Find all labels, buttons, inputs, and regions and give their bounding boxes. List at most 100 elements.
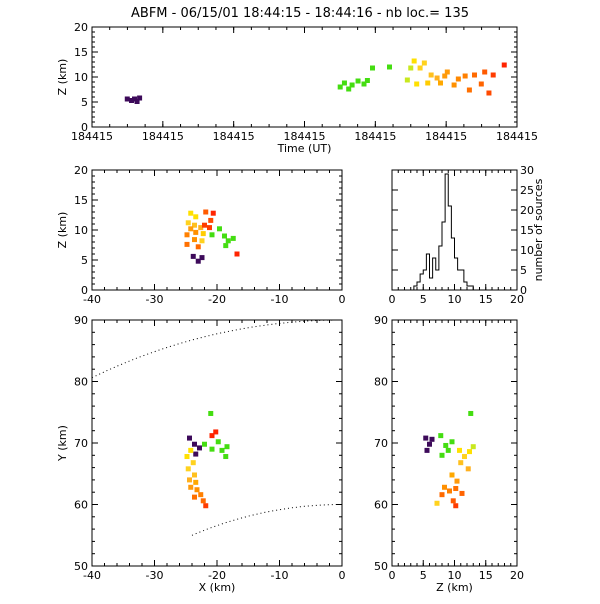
z-y-xtick-label: 10	[448, 569, 462, 582]
data-point	[195, 258, 201, 264]
data-point	[434, 75, 440, 81]
data-point	[501, 62, 507, 68]
data-point	[408, 65, 414, 71]
data-point	[486, 90, 492, 96]
data-point	[444, 69, 450, 75]
data-point	[472, 72, 477, 78]
data-point	[209, 446, 215, 452]
data-point	[421, 60, 427, 66]
data-point	[193, 229, 199, 235]
data-point	[457, 447, 462, 453]
data-point	[124, 96, 130, 102]
data-point	[414, 81, 420, 87]
data-point	[217, 226, 222, 232]
data-point	[439, 492, 445, 498]
x-y-xlabel: X (km)	[199, 581, 236, 594]
data-point	[224, 444, 230, 450]
z-histogram-ytick-label: 30	[520, 164, 534, 177]
data-point	[188, 484, 194, 490]
z-histogram-ytick-label: 10	[520, 244, 534, 257]
data-point	[455, 76, 461, 82]
data-point	[129, 98, 135, 103]
data-point	[490, 72, 496, 78]
data-point	[370, 65, 375, 71]
data-point	[453, 486, 459, 492]
data-point	[230, 235, 236, 241]
data-point	[225, 238, 231, 244]
data-point	[192, 237, 197, 243]
data-point	[467, 449, 472, 455]
data-point	[438, 80, 443, 86]
data-point	[439, 452, 445, 458]
data-point	[355, 78, 361, 84]
x-z-ytick-label: 0	[81, 284, 88, 297]
data-point	[438, 433, 444, 439]
data-point	[193, 214, 199, 220]
data-point	[346, 86, 352, 92]
x-z-ylabel: Z (km)	[56, 212, 69, 249]
data-point	[188, 447, 194, 453]
x-y-ylabel: Y (km)	[56, 425, 69, 462]
data-point	[429, 436, 435, 442]
data-point	[434, 500, 440, 506]
data-point	[190, 253, 196, 259]
x-y-ytick-label: 60	[74, 499, 88, 512]
data-point	[404, 77, 410, 83]
data-point	[208, 217, 214, 223]
data-point	[337, 84, 343, 90]
x-z-xtick-label: -20	[208, 293, 226, 306]
data-point	[187, 477, 192, 483]
data-point	[202, 441, 207, 447]
data-point	[458, 460, 464, 466]
x-z-xtick-label: -30	[146, 293, 164, 306]
x-z-ytick-label: 20	[74, 164, 88, 177]
x-z-xtick-label: -10	[271, 293, 289, 306]
z-y-xtick-label: 5	[420, 569, 427, 582]
z-y-ytick-label: 50	[374, 560, 388, 573]
x-y-xtick-label: 0	[339, 569, 346, 582]
data-point	[459, 490, 465, 496]
data-point	[207, 225, 212, 231]
range-ring	[91, 319, 342, 379]
data-point	[132, 96, 137, 102]
data-point	[215, 439, 221, 445]
x-z-xtick-label: 0	[339, 293, 346, 306]
z-histogram-xtick-label: 0	[389, 293, 396, 306]
data-point	[387, 64, 392, 70]
data-point	[187, 435, 192, 441]
data-point	[462, 73, 468, 79]
z-y-ytick-label: 70	[374, 437, 388, 450]
data-point	[466, 87, 472, 93]
data-point	[208, 410, 214, 416]
data-point	[203, 503, 209, 509]
histogram-outline	[413, 173, 474, 290]
data-point	[449, 472, 455, 478]
z-histogram-ytick-label: 25	[520, 184, 534, 197]
data-point	[341, 80, 347, 86]
data-point	[451, 82, 457, 88]
z-histogram-xtick-label: 15	[479, 293, 493, 306]
data-point	[192, 494, 197, 500]
z-y-xtick-label: 15	[479, 569, 493, 582]
data-point	[454, 478, 460, 484]
data-point	[427, 441, 432, 447]
data-point	[462, 454, 467, 460]
data-point	[202, 222, 207, 228]
data-point	[442, 73, 448, 79]
x-y-ytick-label: 50	[74, 560, 88, 573]
data-point	[197, 445, 202, 451]
data-point	[185, 220, 191, 226]
z-y-panel: 0 5 10 15 20 50 60 70 80 90 Z (km)	[374, 314, 524, 594]
time-height-frame	[91, 26, 518, 128]
x-y-xtick-label: -10	[271, 569, 289, 582]
data-point	[184, 232, 190, 238]
data-point	[193, 451, 199, 457]
z-y-ytick-label: 60	[374, 499, 388, 512]
data-point	[188, 226, 194, 232]
x-z-ytick-label: 5	[81, 254, 88, 267]
data-point	[364, 78, 370, 83]
data-point	[194, 487, 200, 493]
data-point	[200, 498, 206, 504]
data-point	[184, 241, 190, 247]
